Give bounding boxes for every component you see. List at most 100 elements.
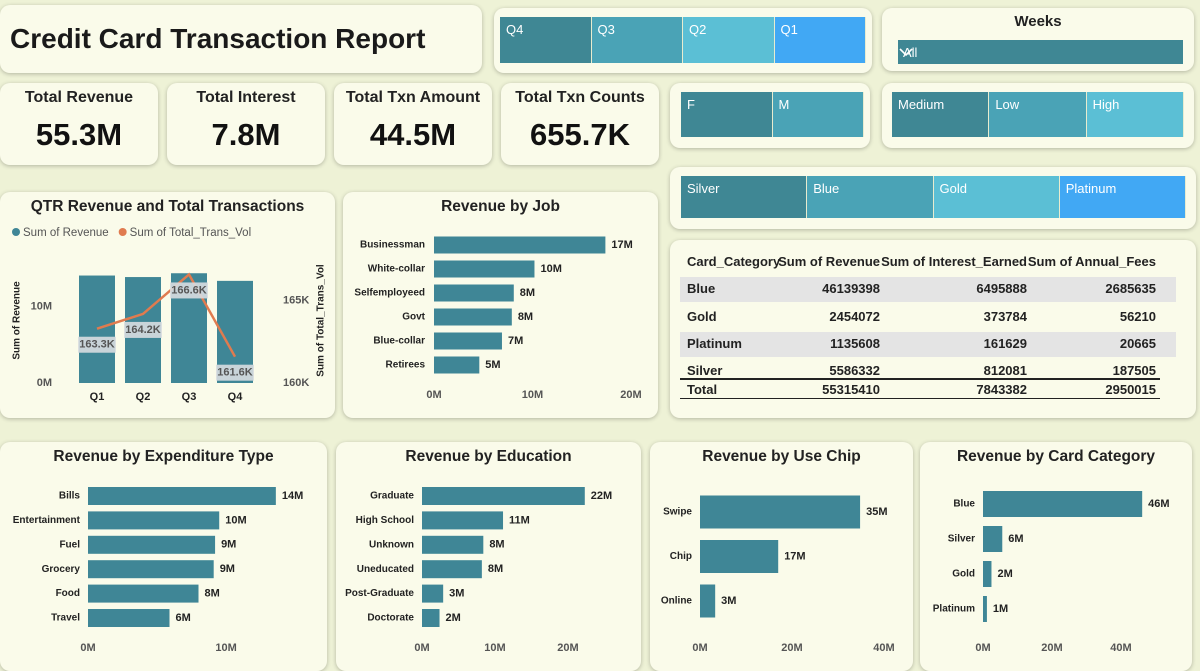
table-cell: Sum of Annual_Fees bbox=[1027, 254, 1156, 269]
x-tick-label: 20M bbox=[557, 642, 578, 654]
x-tick-label: 0M bbox=[975, 642, 990, 654]
chart: Revenue by Use Chip 0M 20M 40M Swipe 35M Chip 1… bbox=[661, 448, 895, 654]
data-label: 2M bbox=[997, 568, 1012, 580]
category-label: Grocery bbox=[42, 564, 81, 575]
slicer-tile[interactable]: Platinum bbox=[1059, 176, 1186, 218]
slicer-tile[interactable]: F bbox=[681, 92, 773, 137]
bar bbox=[422, 535, 484, 554]
category-label: Govt bbox=[402, 312, 425, 323]
bar bbox=[88, 535, 216, 554]
y2-tick-label: 165K bbox=[283, 295, 309, 307]
title-card: Credit Card Transaction Report bbox=[0, 5, 482, 73]
x-tick-label: 10M bbox=[484, 642, 505, 654]
slicer-tile[interactable]: Medium bbox=[892, 92, 990, 137]
kpi-value: 655.7K bbox=[530, 117, 630, 152]
chart-card: Revenue by Use Chip 0M 20M 40M Swipe 35M Chip 1… bbox=[650, 442, 913, 671]
chart: QTR Revenue and Total Transactions Sum of… bbox=[12, 198, 327, 403]
bar bbox=[434, 260, 535, 278]
category-label: Selfemployeed bbox=[354, 288, 425, 299]
x-tick-label: Q4 bbox=[228, 391, 244, 403]
slicer-tile[interactable]: Low bbox=[989, 92, 1087, 137]
bar bbox=[422, 487, 585, 505]
table-cell: 373784 bbox=[983, 309, 1027, 324]
weeks-dropdown[interactable]: All bbox=[898, 40, 1183, 64]
category-label: Blue-collar bbox=[373, 336, 425, 347]
bar bbox=[983, 526, 1003, 552]
data-label: 9M bbox=[220, 563, 235, 575]
data-label: 9M bbox=[221, 539, 236, 551]
weeks-selected: All bbox=[903, 45, 918, 60]
category-label: Food bbox=[56, 588, 80, 599]
kpi-label: Total Revenue bbox=[24, 89, 134, 106]
slicer-tile[interactable]: High bbox=[1086, 92, 1184, 137]
y-tick-label: 10M bbox=[31, 301, 52, 313]
slicer-tile[interactable]: Silver bbox=[681, 176, 808, 218]
table-cell: Sum of Revenue bbox=[778, 254, 880, 269]
chevron bbox=[899, 48, 913, 57]
slicer-tile[interactable]: Q4 bbox=[500, 17, 592, 63]
data-label: 46M bbox=[1148, 498, 1169, 510]
x-tick-label: 0M bbox=[692, 642, 707, 654]
data-label: 8M bbox=[520, 287, 535, 299]
table-cell: Platinum bbox=[687, 336, 742, 351]
table-cell: Blue bbox=[687, 281, 716, 296]
kpi-value: 7.8M bbox=[211, 117, 281, 152]
kpi-value: 55.3M bbox=[35, 117, 123, 152]
chart-title: QTR Revenue and Total Transactions bbox=[31, 198, 305, 215]
data-label: 5M bbox=[485, 359, 500, 371]
category-label: Blue bbox=[953, 499, 975, 510]
bar bbox=[88, 487, 276, 505]
y-tick-label: 0M bbox=[37, 377, 52, 389]
x-tick-label: 20M bbox=[620, 389, 641, 401]
table-cell: 2685635 bbox=[1105, 281, 1156, 296]
category-label: Businessman bbox=[360, 240, 425, 251]
report-title: Credit Card Transaction Report bbox=[10, 23, 426, 54]
category-label: Post-Graduate bbox=[345, 588, 414, 599]
table-total-cell: 55315410 bbox=[822, 382, 880, 397]
chart-title: Revenue by Education bbox=[405, 448, 571, 465]
table-cell: 2454072 bbox=[829, 309, 880, 324]
weeks-title: Weeks bbox=[1014, 13, 1062, 30]
slicer-tile[interactable]: Blue bbox=[807, 176, 934, 218]
data-label: 8M bbox=[205, 588, 220, 600]
legend-marker bbox=[12, 228, 20, 236]
data-label: 17M bbox=[784, 550, 805, 562]
category-label: Uneducated bbox=[357, 564, 414, 575]
x-tick-label: 0M bbox=[426, 389, 441, 401]
category-label: Chip bbox=[670, 551, 692, 562]
slicer-tile[interactable]: Q2 bbox=[683, 17, 775, 63]
data-label: 7M bbox=[508, 335, 523, 347]
slicer-tile[interactable]: Q3 bbox=[591, 17, 683, 63]
data-label: 6M bbox=[175, 612, 190, 624]
legend-label: Sum of Revenue bbox=[23, 227, 109, 239]
bar bbox=[434, 284, 514, 302]
category-label: Swipe bbox=[663, 507, 692, 518]
category-label: Entertainment bbox=[13, 515, 81, 526]
data-label-bg bbox=[170, 282, 208, 299]
data-label: 163.3K bbox=[79, 339, 115, 351]
table-cell: 161629 bbox=[983, 336, 1027, 351]
chart: Revenue by Education 0M 10M 20M Graduate 22M H… bbox=[345, 448, 612, 654]
slicer-tile[interactable]: M bbox=[772, 92, 864, 137]
data-label: 11M bbox=[509, 514, 530, 526]
data-label-bg bbox=[78, 336, 116, 353]
table-cell: 46139398 bbox=[822, 281, 880, 296]
x-tick-label: Q2 bbox=[136, 391, 151, 403]
chart-card: Revenue by Job 0M 10M 20M Businessman 17M Whit… bbox=[343, 192, 658, 418]
kpi-label: Total Txn Counts bbox=[515, 89, 645, 106]
bar bbox=[700, 540, 779, 573]
slicer-tile[interactable]: Gold bbox=[933, 176, 1060, 218]
category-label: Doctorate bbox=[367, 613, 414, 624]
card-category-slicer: Silver Blue Gold Platinum bbox=[670, 167, 1196, 229]
chart-card: Revenue by Card Category 0M 20M 40M Blue 46M S… bbox=[920, 442, 1192, 671]
category-label: Graduate bbox=[370, 491, 414, 502]
slicer-tile[interactable]: Q1 bbox=[774, 17, 866, 63]
table-cell: 1135608 bbox=[830, 336, 880, 351]
table-cell: 812081 bbox=[983, 363, 1027, 378]
table-cell: Gold bbox=[687, 309, 717, 324]
category-label: Travel bbox=[51, 613, 80, 624]
y-axis-title: Sum of Revenue bbox=[12, 281, 23, 360]
data-label: 8M bbox=[489, 539, 504, 551]
chart-title: Revenue by Use Chip bbox=[702, 448, 861, 465]
